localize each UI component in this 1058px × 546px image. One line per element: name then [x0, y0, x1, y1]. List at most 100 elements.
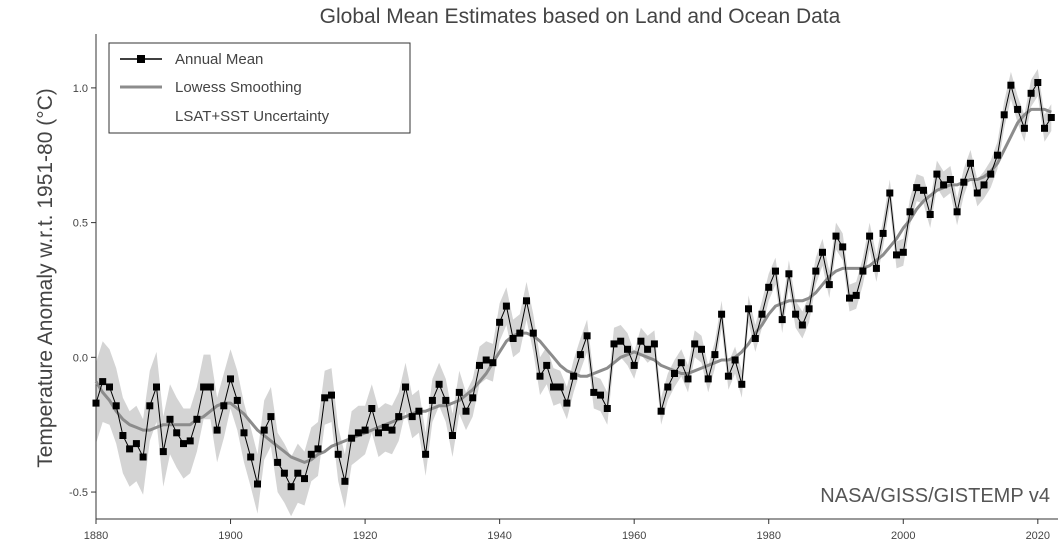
annual-mean-point [637, 337, 645, 345]
annual-mean-point [307, 450, 315, 458]
annual-mean-point [126, 445, 134, 453]
annual-mean-point [260, 426, 268, 434]
annual-mean-point [576, 351, 584, 359]
annual-mean-point [798, 321, 806, 329]
annual-mean-point [449, 432, 456, 439]
annual-mean-point [200, 383, 208, 391]
annual-mean-point [650, 340, 658, 348]
y-tick-label: 1.0 [73, 83, 88, 95]
legend-annual-label: Annual Mean [175, 51, 263, 68]
annual-mean-point [1007, 81, 1015, 89]
annual-mean-point [516, 329, 524, 337]
annual-mean-point [597, 391, 604, 399]
annual-mean-point [1027, 89, 1035, 97]
annual-mean-point [758, 310, 766, 318]
annual-mean-point [644, 345, 652, 353]
annual-mean-point [792, 310, 800, 318]
annual-mean-point [267, 413, 275, 421]
annual-mean-point [913, 184, 921, 192]
annual-mean-point [1014, 105, 1022, 113]
annual-mean-point [119, 432, 127, 439]
legend-lowess-label: Lowess Smoothing [175, 79, 302, 96]
annual-mean-point [785, 270, 793, 278]
annual-mean-point [906, 208, 914, 216]
annual-mean-point [402, 383, 409, 391]
annual-mean-point [92, 399, 100, 407]
x-tick-label: 2020 [1026, 530, 1050, 542]
annual-mean-point [139, 453, 147, 461]
annual-mean-point [106, 383, 113, 391]
annual-mean-point [180, 440, 187, 448]
annual-mean-point [442, 396, 450, 404]
annual-mean-point [247, 453, 255, 461]
annual-mean-point [509, 335, 517, 342]
legend: Annual Mean Lowess Smoothing LSAT+SST Un… [108, 42, 411, 134]
annual-mean-point [550, 383, 557, 391]
chart-title: Global Mean Estimates based on Land and … [320, 5, 841, 28]
annual-mean-point [254, 480, 261, 488]
annual-mean-point [570, 372, 578, 380]
annual-mean-point [112, 402, 120, 410]
annual-mean-point [691, 340, 699, 348]
annual-mean-point [812, 267, 820, 275]
annual-mean-point [422, 450, 430, 458]
legend-annual-marker [137, 55, 145, 63]
annual-mean-point [328, 391, 335, 399]
annual-mean-point [987, 170, 995, 178]
annual-mean-point [590, 388, 598, 396]
annual-mean-point [193, 415, 201, 423]
annual-mean-point [476, 361, 483, 369]
annual-mean-point [233, 396, 241, 404]
annual-mean-point [772, 267, 779, 275]
annual-mean-point [502, 302, 510, 310]
annual-mean-point [893, 251, 900, 259]
annual-mean-point [348, 434, 356, 442]
x-tick-label: 1960 [622, 530, 646, 542]
annual-mean-point [583, 332, 591, 340]
y-tick-label: 0.5 [73, 218, 88, 230]
annual-mean-point [994, 151, 1001, 159]
annual-mean-point [159, 448, 167, 456]
annual-mean-point [1041, 124, 1048, 132]
annual-mean-point [879, 229, 887, 237]
annual-mean-point [321, 394, 329, 402]
annual-mean-point [408, 413, 416, 421]
annual-mean-point [825, 281, 833, 289]
annual-mean-point [435, 380, 443, 388]
annual-mean-point [294, 469, 302, 477]
annual-mean-point [1020, 124, 1028, 132]
annual-mean-point [166, 415, 174, 423]
annual-mean-point [886, 189, 894, 197]
annual-mean-point [153, 383, 160, 391]
annual-mean-point [671, 370, 678, 377]
annual-mean-point [819, 248, 826, 256]
legend-uncertainty-label: LSAT+SST Uncertainty [175, 108, 330, 125]
annual-mean-point [462, 407, 470, 415]
x-tick-label: 1920 [353, 530, 377, 542]
annual-mean-point [846, 294, 853, 302]
annual-mean-point [839, 243, 847, 251]
annual-mean-point [657, 407, 665, 415]
annual-mean-point [920, 186, 927, 194]
annual-mean-point [301, 475, 308, 483]
annual-mean-point [805, 305, 813, 313]
annual-mean-point [738, 380, 746, 388]
annual-mean-point [711, 351, 719, 359]
annual-mean-point [556, 383, 564, 391]
annual-mean-point [872, 264, 880, 272]
annual-mean-point [953, 208, 961, 216]
annual-mean-point [146, 402, 154, 410]
y-tick-label: -0.5 [69, 487, 88, 499]
annual-mean-point [381, 423, 389, 431]
annual-mean-point [610, 340, 618, 348]
x-tick-label: 2000 [891, 530, 915, 542]
uncertainty-band [96, 69, 1052, 517]
annual-mean-point [206, 383, 214, 391]
annual-mean-point [543, 361, 551, 369]
annual-mean-point [617, 337, 625, 345]
annual-mean-point [832, 232, 840, 240]
annual-mean-point [973, 189, 981, 197]
annual-mean-point [933, 170, 941, 178]
